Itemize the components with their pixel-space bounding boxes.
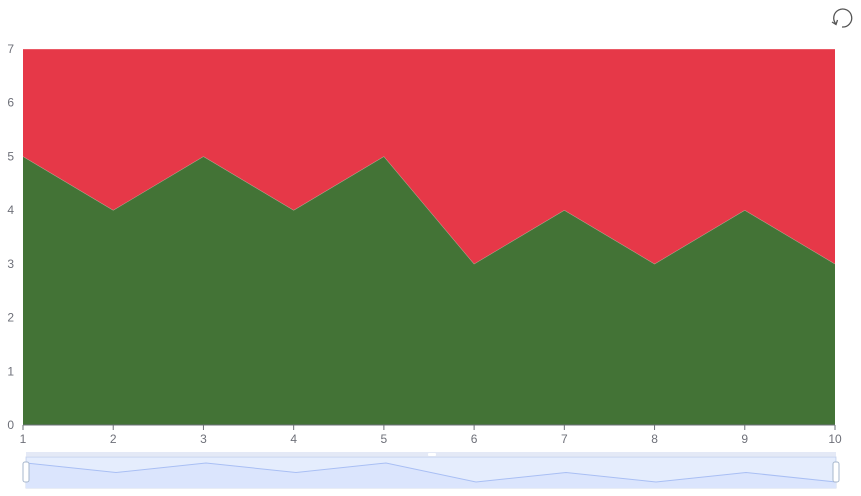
zoom-handle-right [832, 461, 840, 483]
x-tick-label: 3 [200, 432, 207, 446]
y-tick-label: 0 [7, 418, 14, 432]
y-tick-label: 5 [7, 149, 14, 163]
y-axis: 0 1 2 3 4 5 6 7 [7, 42, 14, 432]
y-tick-label: 1 [7, 364, 14, 378]
y-tick-label: 4 [7, 203, 14, 217]
x-tick-label: 10 [828, 432, 842, 446]
data-zoom-slider[interactable] [22, 452, 840, 489]
y-tick-label: 6 [7, 96, 14, 110]
x-axis: 1 2 3 4 5 6 7 8 9 10 [20, 424, 842, 446]
y-tick-label: 3 [7, 257, 14, 271]
y-tick-label: 7 [7, 42, 14, 56]
x-tick-label: 8 [651, 432, 658, 446]
x-tick-label: 4 [290, 432, 297, 446]
x-tick-label: 2 [110, 432, 117, 446]
series-area-1 [23, 156, 835, 425]
zoom-preview-line [25, 462, 837, 483]
y-tick-label: 2 [7, 311, 14, 325]
series-areas [22, 48, 836, 425]
series-area-2 [23, 49, 835, 264]
x-tick-label: 9 [741, 432, 748, 446]
zoom-move-handle [428, 453, 436, 456]
restore-button[interactable] [829, 5, 855, 31]
x-tick-label: 5 [381, 432, 388, 446]
x-tick-label: 1 [20, 432, 27, 446]
zoom-preview-area [26, 463, 836, 488]
x-tick-label: 7 [561, 432, 568, 446]
restore-icon [831, 8, 853, 28]
x-tick-label: 6 [471, 432, 478, 446]
zoom-handle-left [22, 461, 30, 483]
